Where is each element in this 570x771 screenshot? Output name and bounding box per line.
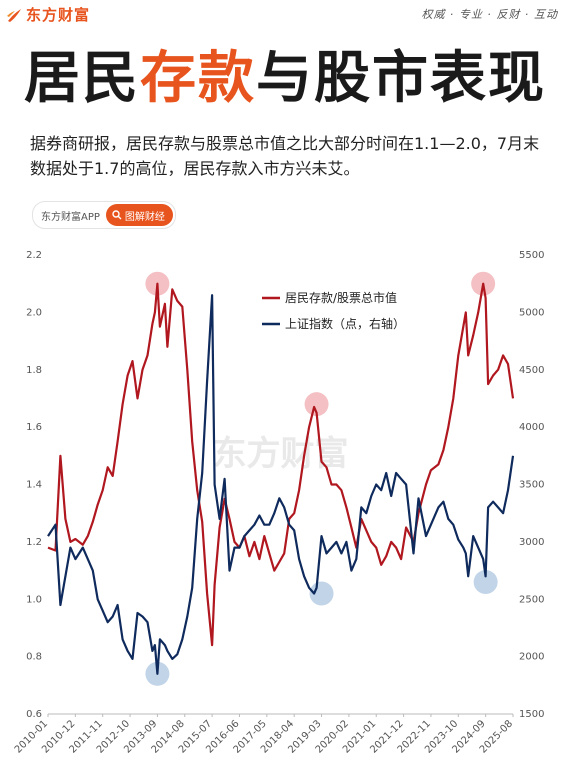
title-part-2: 与股市表现 (256, 46, 546, 111)
y-left-tick-label: 0.8 (26, 652, 42, 663)
chart-explain-button[interactable]: 图解财经 (105, 204, 173, 226)
y-left-tick-label: 0.6 (26, 709, 42, 720)
title-highlight: 存款 (140, 46, 256, 111)
y-right-tick-label: 2500 (519, 594, 544, 605)
brand-logo: 东方财富 (6, 4, 90, 25)
y-left-tick-label: 1.4 (26, 480, 42, 491)
highlight-marker-1 (304, 392, 329, 417)
y-left-tick-label: 1.0 (26, 594, 42, 605)
y-left-tick-label: 1.2 (26, 537, 42, 548)
y-right-tick-label: 5500 (519, 250, 544, 261)
chart-explain-label: 图解财经 (124, 211, 165, 223)
y-right-tick-label: 3000 (519, 537, 544, 548)
y-right-tick-label: 2000 (519, 652, 544, 663)
search-icon (112, 210, 122, 220)
y-left-tick-label: 2.0 (26, 307, 42, 318)
y-right-tick-label: 4500 (519, 365, 544, 376)
y-right-tick-label: 3500 (519, 480, 544, 491)
brand-logo-icon (7, 8, 21, 22)
series-line-ratio (47, 282, 515, 647)
y-left-tick-label: 2.2 (26, 250, 42, 261)
tagline: 权威 · 专业 · 反财 · 互动 (421, 8, 558, 21)
legend-label-0: 居民存款/股票总市值 (285, 290, 397, 305)
subtitle: 据券商研报，居民存款与股票总市值之比大部分时间在1.1—2.0，7月末数据处于1… (30, 134, 540, 178)
y-right-tick-label: 4000 (519, 422, 544, 433)
app-pill: 东方财富APP 图解财经 (32, 201, 176, 229)
y-right-tick-label: 1500 (519, 709, 544, 720)
y-right-tick-label: 5000 (519, 307, 544, 318)
highlight-marker-5 (473, 570, 498, 595)
y-left-tick-label: 1.6 (26, 422, 42, 433)
title-part-1: 居民 (24, 46, 140, 111)
app-name: 东方财富APP (41, 211, 100, 223)
brand-name: 东方财富 (26, 6, 91, 24)
legend-label-1: 上证指数（点，右轴） (285, 316, 405, 331)
chart: 东方财富2010-012010-122011-112012-102013-092… (13, 250, 545, 756)
series-line-index (47, 294, 515, 675)
y-left-tick-label: 1.8 (26, 365, 42, 376)
page-title: 居民存款与股市表现 (0, 44, 570, 114)
watermark-text: 东方财富 (213, 434, 349, 474)
